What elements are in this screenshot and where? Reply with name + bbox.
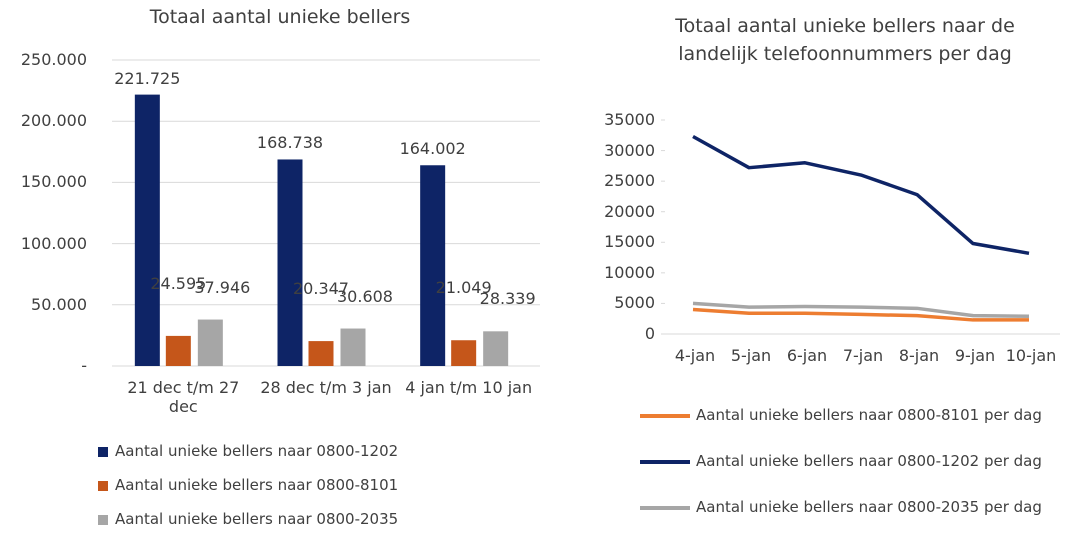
x-tick-label: 4-jan [674,346,716,365]
y-tick-label: 250.000 [20,50,87,69]
data-label: 21.049 [435,278,492,298]
y-tick-label: 50.000 [31,294,87,314]
data-label: 30.608 [337,286,393,306]
legend-swatch [98,481,108,491]
y-tick-label: 20000 [604,201,655,221]
y-tick-label: 15000 [604,232,655,252]
data-label: 168.738 [256,133,324,153]
x-tick-label: 10-jan [1005,346,1057,365]
y-tick-label: 30000 [604,140,655,160]
bar [197,319,223,366]
bar [340,328,366,366]
y-tick-label: 10000 [604,262,655,282]
bar [483,331,509,366]
data-label: 164.002 [399,139,466,159]
line [692,301,1030,319]
bar [165,335,191,366]
line [692,307,1029,322]
x-tick-label: 4 jan t/m 10 jan [405,378,533,397]
x-tick-label: 28 dec t/m 3 jan [260,378,392,397]
data-label: 37.946 [194,277,251,297]
x-tick-label: 8-jan [898,346,940,365]
y-tick-label: 100.000 [20,233,87,253]
legend-label: Aantal unieke bellers naar 0800-1202 [115,442,399,460]
data-label: 221.725 [114,68,181,88]
y-tick-label: 35000 [604,110,655,129]
data-label: 28.339 [479,289,536,309]
legend-label: Aantal unieke bellers naar 0800-2035 [115,510,399,528]
x-tick-label: 21 dec t/m 27 dec [127,378,240,416]
bar [420,165,446,366]
legend-swatch [98,515,108,525]
legend-label: Aantal unieke bellers naar 0800-1202 per… [696,452,1042,470]
y-tick-label: - [81,356,87,375]
bar [277,159,303,366]
y-tick-label: 25000 [604,171,655,191]
x-tick-label: 6-jan [786,346,828,365]
y-tick-label: 5000 [614,293,655,313]
line [692,134,1030,256]
x-tick-label: 7-jan [842,346,884,365]
x-tick-label: 9-jan [954,346,996,365]
y-tick-label: 200.000 [20,111,87,131]
y-tick-label: 150.000 [20,172,87,192]
data-label: 20.347 [293,279,349,299]
bar [134,94,160,367]
chart-title: Totaal aantal unieke bellers [149,6,411,28]
legend-label: Aantal unieke bellers naar 0800-8101 per… [696,406,1042,424]
legend-swatch [98,447,108,457]
legend-label: Aantal unieke bellers naar 0800-2035 per… [696,498,1042,516]
y-tick-label: 0 [644,324,655,343]
bar [308,341,334,366]
chart-title: Totaal aantal unieke bellers naar de lan… [675,15,1015,65]
x-tick-label: 5-jan [730,346,772,365]
legend-label: Aantal unieke bellers naar 0800-8101 [115,476,399,494]
bar [451,340,477,366]
data-label: 24.595 [150,273,207,293]
